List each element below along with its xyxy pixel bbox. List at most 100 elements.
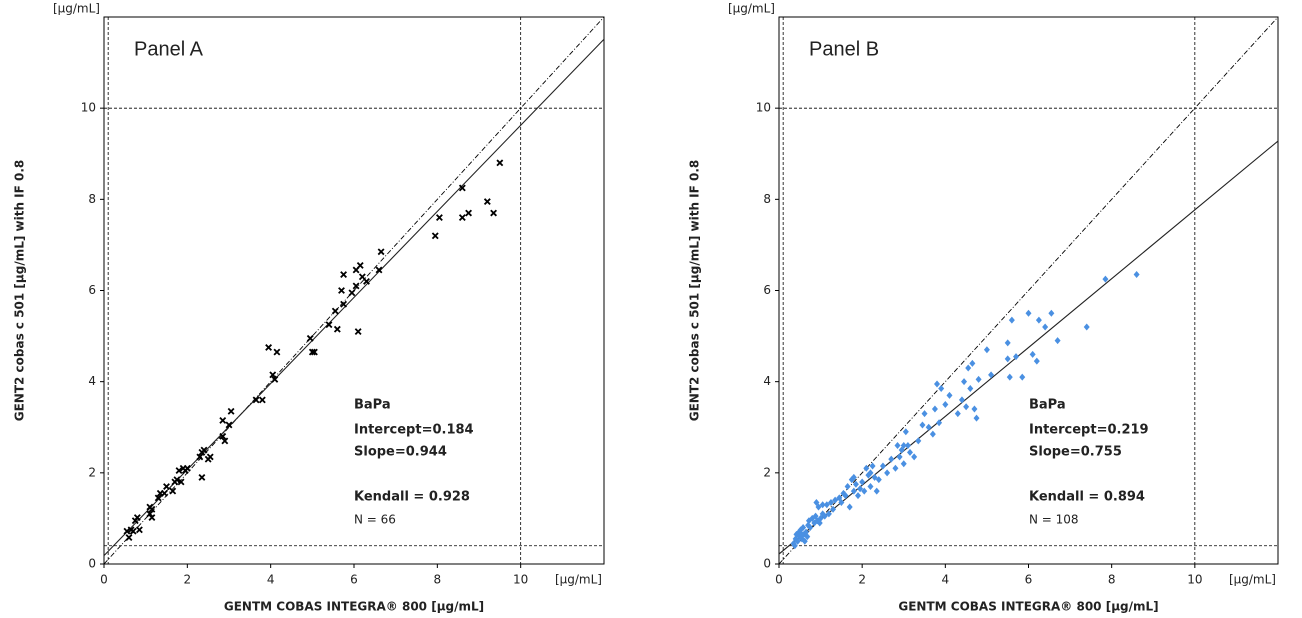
point	[175, 467, 183, 474]
point	[1083, 323, 1090, 331]
point	[800, 524, 807, 532]
point	[801, 537, 808, 545]
point	[827, 498, 834, 506]
point	[844, 483, 851, 491]
point	[819, 501, 826, 509]
point	[1006, 373, 1013, 381]
point	[363, 277, 370, 285]
point	[798, 530, 805, 538]
point	[879, 462, 886, 470]
point	[832, 496, 839, 504]
point	[821, 512, 828, 520]
point	[340, 271, 348, 278]
point	[352, 282, 360, 290]
point	[1004, 339, 1011, 347]
point	[807, 524, 814, 532]
point	[225, 421, 233, 429]
point	[816, 519, 823, 527]
x-tick-label: 6	[1025, 573, 1033, 587]
point	[938, 385, 945, 393]
point	[310, 348, 318, 356]
point	[975, 375, 982, 383]
point	[867, 469, 874, 477]
point	[969, 359, 976, 367]
point	[815, 503, 822, 511]
point	[863, 464, 870, 472]
panel-title: Panel B	[809, 38, 879, 60]
y-tick-label: 8	[88, 192, 96, 206]
point	[163, 483, 170, 490]
point	[148, 505, 156, 513]
point	[931, 405, 938, 413]
point	[1013, 353, 1020, 361]
point	[154, 494, 162, 502]
point	[902, 428, 909, 436]
point	[842, 492, 849, 500]
point	[850, 473, 857, 481]
point	[183, 464, 191, 472]
point	[936, 419, 943, 427]
point	[791, 542, 798, 550]
point	[850, 487, 857, 495]
annotation: BaPa	[354, 398, 391, 413]
x-tick-label: 8	[434, 573, 442, 587]
point	[934, 380, 941, 388]
point	[146, 510, 154, 518]
point	[919, 421, 926, 429]
point	[340, 300, 348, 308]
point	[884, 469, 891, 477]
point	[458, 214, 466, 222]
x-tick-label: 4	[942, 573, 950, 587]
point	[855, 492, 862, 500]
point	[431, 232, 439, 240]
point	[219, 416, 227, 424]
point	[133, 514, 141, 521]
point	[135, 526, 143, 534]
point	[1029, 350, 1036, 358]
point	[1025, 309, 1032, 317]
point	[148, 514, 156, 521]
point	[198, 473, 206, 481]
y-tick-label: 8	[763, 192, 771, 206]
y-tick-label: 2	[88, 465, 96, 479]
point	[846, 503, 853, 511]
y-tick-label: 10	[81, 101, 96, 115]
point	[1033, 357, 1040, 365]
point	[904, 441, 911, 449]
point	[271, 375, 279, 383]
point	[875, 476, 882, 484]
point	[1042, 323, 1049, 331]
point	[900, 441, 907, 449]
panel: 0 2 4 6 8 10 0 2 4 6 8 10 [µg/mL] [µg/mL] GENTM COBAS …	[13, 2, 605, 614]
point	[375, 266, 383, 274]
point	[900, 460, 907, 468]
point	[258, 396, 266, 404]
point	[1035, 316, 1042, 324]
point	[857, 485, 864, 493]
point	[911, 453, 918, 461]
point	[125, 534, 133, 541]
x-tick-label: 10	[513, 573, 528, 587]
point	[325, 321, 333, 329]
x-tick-label: 0	[100, 573, 108, 587]
point	[973, 414, 980, 422]
point	[983, 346, 990, 354]
y-tick-label: 2	[763, 465, 771, 479]
point	[861, 487, 868, 495]
point	[331, 307, 339, 315]
annotation: Intercept=0.184	[354, 423, 474, 438]
x-axis-label: GENTM COBAS INTEGRA® 800 [µg/mL]	[224, 600, 484, 614]
point	[356, 261, 364, 269]
annotation: Slope=0.944	[354, 445, 447, 460]
point	[196, 453, 204, 461]
point	[965, 364, 972, 372]
point	[173, 476, 181, 484]
point	[1133, 271, 1140, 279]
point	[1054, 337, 1061, 345]
point	[308, 348, 316, 356]
point	[333, 325, 341, 333]
point	[273, 348, 281, 356]
x-tick-label: 4	[267, 573, 275, 587]
y-tick-label: 4	[88, 374, 96, 388]
